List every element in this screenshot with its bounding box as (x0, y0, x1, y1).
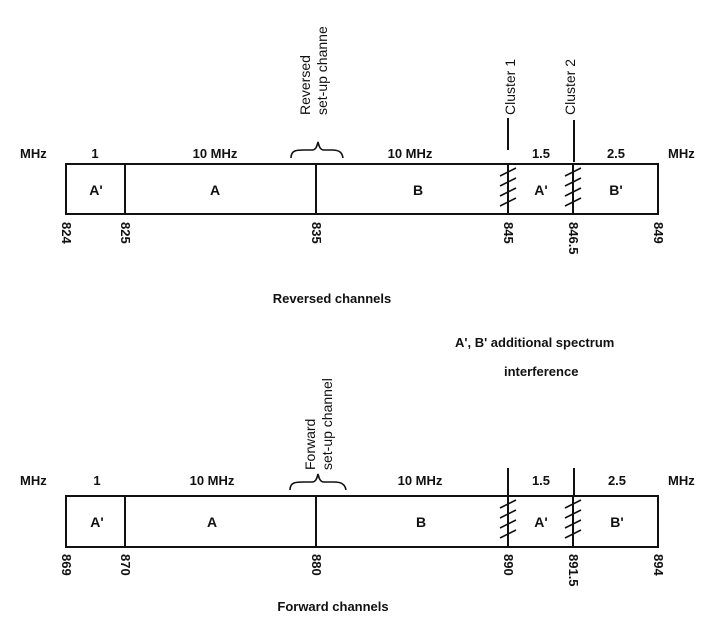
forward-top-label-3: 10 MHz (398, 473, 443, 488)
forward-interference-hatch-1 (499, 499, 517, 539)
reverse-tick-835: 835 (309, 222, 324, 244)
reverse-tick-824: 824 (59, 222, 74, 244)
reverse-top-label-4: 1.5 (532, 146, 550, 161)
reverse-segment-b: B (413, 182, 423, 198)
reverse-tick-845: 845 (501, 222, 516, 244)
reverse-segment-a-prime-2: A' (534, 182, 547, 198)
forward-segment-a-prime-2: A' (534, 514, 547, 530)
forward-interference-hatch-2 (564, 499, 582, 539)
cluster-1-label: Cluster 1 (502, 59, 518, 115)
forward-unit-right: MHz (668, 473, 695, 488)
reverse-setup-label-1: Reversed (297, 55, 313, 115)
forward-unit-left: MHz (20, 473, 47, 488)
reverse-tick-849: 849 (651, 222, 666, 244)
reverse-setup-label-2: set-up channe (314, 26, 330, 115)
reverse-unit-right: MHz (668, 146, 695, 161)
reverse-setup-brace (290, 141, 344, 159)
forward-top-label-2: 10 MHz (190, 473, 235, 488)
reverse-tick-825: 825 (118, 222, 133, 244)
forward-tick-880: 880 (309, 554, 324, 576)
reverse-top-label-1: 1 (91, 146, 98, 161)
forward-tick-894: 894 (651, 554, 666, 576)
reverse-top-label-5: 2.5 (607, 146, 625, 161)
reverse-segment-a-prime: A' (89, 182, 102, 198)
forward-band: Forward set-up channel MHz 1 10 MHz 10 M… (20, 378, 695, 614)
forward-segment-b: B (416, 514, 426, 530)
cluster-2-label: Cluster 2 (562, 59, 578, 115)
forward-top-label-1: 1 (93, 473, 100, 488)
reverse-tick-846-5: 846.5 (566, 222, 581, 255)
forward-segment-b-prime: B' (610, 514, 623, 530)
reverse-top-label-2: 10 MHz (193, 146, 238, 161)
forward-segment-a-prime: A' (90, 514, 103, 530)
reverse-unit-left: MHz (20, 146, 47, 161)
reverse-interference-hatch-1 (499, 167, 517, 207)
forward-tick-891-5: 891.5 (566, 554, 581, 587)
forward-setup-label-2: set-up channel (319, 378, 335, 470)
reverse-band: Reversed set-up channe Cluster 1 Cluster… (20, 26, 695, 306)
legend: A', B' additional spectrum interference (455, 335, 614, 379)
forward-top-label-4: 1.5 (532, 473, 550, 488)
forward-setup-label-1: Forward (302, 419, 318, 470)
forward-caption: Forward channels (277, 599, 388, 614)
forward-top-label-5: 2.5 (608, 473, 626, 488)
forward-segment-a: A (207, 514, 217, 530)
forward-tick-869: 869 (59, 554, 74, 576)
forward-tick-870: 870 (118, 554, 133, 576)
forward-band-box (65, 495, 659, 548)
reverse-band-box (65, 163, 659, 215)
legend-line-2: interference (504, 364, 578, 379)
reverse-segment-b-prime: B' (609, 182, 622, 198)
legend-line-1: A', B' additional spectrum (455, 335, 614, 350)
reverse-caption: Reversed channels (273, 291, 392, 306)
reverse-top-label-3: 10 MHz (388, 146, 433, 161)
reverse-segment-a: A (210, 182, 220, 198)
reverse-interference-hatch-2 (564, 167, 582, 207)
forward-tick-890: 890 (501, 554, 516, 576)
forward-setup-brace (289, 473, 347, 491)
